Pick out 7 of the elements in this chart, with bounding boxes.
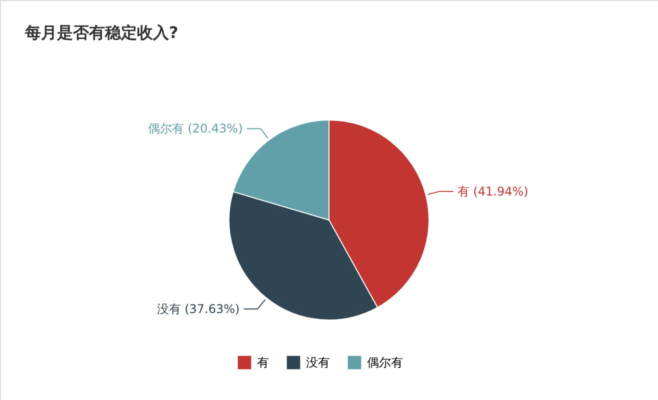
data-label: 没有 (37.63%) [156,302,240,316]
data-label: 有 (41.94%) [457,184,528,198]
chart-title: 每月是否有稳定收入? [24,23,178,42]
legend-label: 偶尔有 [367,356,403,370]
legend-label: 有 [257,356,269,370]
data-label: 偶尔有 (20.43%) [148,122,243,136]
legend-label: 没有 [306,356,330,370]
